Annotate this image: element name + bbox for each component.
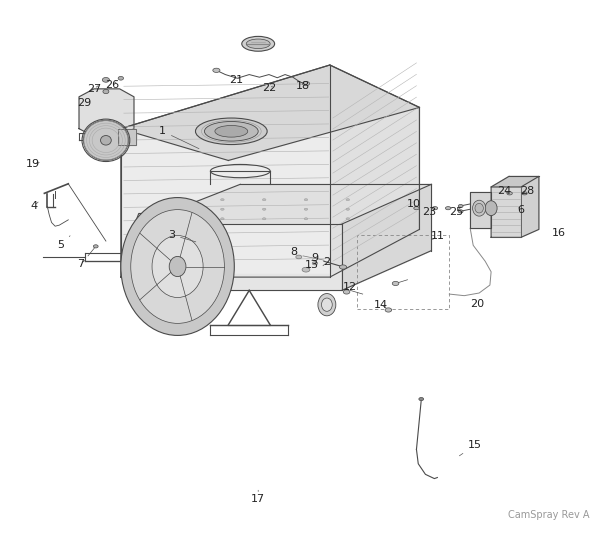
Text: 2: 2 <box>323 257 331 267</box>
Ellipse shape <box>179 208 182 211</box>
Polygon shape <box>521 176 539 237</box>
Ellipse shape <box>346 199 350 201</box>
Text: 3: 3 <box>168 230 196 242</box>
Ellipse shape <box>312 262 317 265</box>
Ellipse shape <box>262 217 266 220</box>
Text: 17: 17 <box>251 490 265 504</box>
Ellipse shape <box>242 36 275 51</box>
Ellipse shape <box>485 201 497 216</box>
Polygon shape <box>82 134 133 139</box>
Polygon shape <box>139 235 431 290</box>
Text: 27: 27 <box>87 84 101 94</box>
Text: CamSpray Rev A: CamSpray Rev A <box>508 510 590 520</box>
Ellipse shape <box>83 120 128 160</box>
Text: 8: 8 <box>290 247 298 257</box>
Ellipse shape <box>507 192 512 195</box>
Text: 25: 25 <box>449 207 464 217</box>
Ellipse shape <box>304 217 308 220</box>
Text: 23: 23 <box>422 207 437 217</box>
Text: 11: 11 <box>430 231 445 241</box>
Ellipse shape <box>94 245 98 248</box>
Text: 5: 5 <box>58 236 70 251</box>
Text: 7: 7 <box>77 259 85 269</box>
Text: 18: 18 <box>296 81 310 91</box>
Text: 1: 1 <box>159 126 199 149</box>
Text: 21: 21 <box>229 75 243 85</box>
Ellipse shape <box>221 208 224 211</box>
Ellipse shape <box>296 255 302 259</box>
Polygon shape <box>491 187 521 237</box>
Ellipse shape <box>221 217 224 220</box>
Ellipse shape <box>343 290 350 294</box>
Polygon shape <box>139 184 431 290</box>
Polygon shape <box>330 65 419 277</box>
Text: 6: 6 <box>517 205 524 215</box>
Text: 4: 4 <box>31 200 38 211</box>
Text: 20: 20 <box>470 298 484 309</box>
Ellipse shape <box>262 199 266 201</box>
Ellipse shape <box>131 209 224 324</box>
Ellipse shape <box>205 122 258 141</box>
Polygon shape <box>121 65 419 160</box>
Polygon shape <box>79 89 134 136</box>
Text: 10: 10 <box>406 199 421 209</box>
Text: 24: 24 <box>497 185 511 196</box>
Ellipse shape <box>302 82 310 86</box>
Ellipse shape <box>169 256 186 277</box>
Ellipse shape <box>458 205 463 208</box>
Ellipse shape <box>340 265 347 269</box>
Ellipse shape <box>445 207 451 210</box>
Ellipse shape <box>304 199 308 201</box>
Ellipse shape <box>262 208 266 211</box>
Ellipse shape <box>179 217 182 220</box>
Polygon shape <box>139 184 431 224</box>
Ellipse shape <box>152 236 203 297</box>
Text: 14: 14 <box>374 300 388 310</box>
Text: 9: 9 <box>311 253 319 263</box>
Text: 26: 26 <box>105 79 119 90</box>
Ellipse shape <box>246 39 270 49</box>
Ellipse shape <box>414 207 419 210</box>
Ellipse shape <box>522 192 527 195</box>
Text: 29: 29 <box>77 98 91 108</box>
Ellipse shape <box>385 308 392 312</box>
Ellipse shape <box>215 125 248 137</box>
Polygon shape <box>121 65 330 277</box>
Ellipse shape <box>179 199 182 201</box>
Ellipse shape <box>322 298 332 311</box>
Text: 15: 15 <box>460 440 482 456</box>
Text: 28: 28 <box>520 185 534 196</box>
Text: 19: 19 <box>25 159 40 169</box>
Ellipse shape <box>196 118 267 144</box>
Polygon shape <box>470 192 491 228</box>
Ellipse shape <box>346 217 350 220</box>
Polygon shape <box>491 176 539 187</box>
Ellipse shape <box>302 267 310 272</box>
Ellipse shape <box>304 208 308 211</box>
Ellipse shape <box>118 76 124 80</box>
Ellipse shape <box>318 294 336 316</box>
Ellipse shape <box>221 199 224 201</box>
Ellipse shape <box>475 204 484 213</box>
Polygon shape <box>133 214 223 245</box>
Ellipse shape <box>101 135 111 145</box>
Polygon shape <box>342 184 431 290</box>
Text: 16: 16 <box>552 228 566 238</box>
Ellipse shape <box>458 210 463 213</box>
Ellipse shape <box>103 90 109 94</box>
Ellipse shape <box>419 398 424 401</box>
Text: 12: 12 <box>343 281 356 292</box>
Ellipse shape <box>346 208 350 211</box>
Ellipse shape <box>103 77 109 82</box>
Ellipse shape <box>121 198 235 335</box>
Text: 13: 13 <box>305 261 319 270</box>
Ellipse shape <box>392 281 399 286</box>
Text: 22: 22 <box>262 83 276 93</box>
Ellipse shape <box>432 207 437 210</box>
Polygon shape <box>118 128 136 144</box>
Ellipse shape <box>213 68 220 72</box>
Ellipse shape <box>473 200 486 216</box>
